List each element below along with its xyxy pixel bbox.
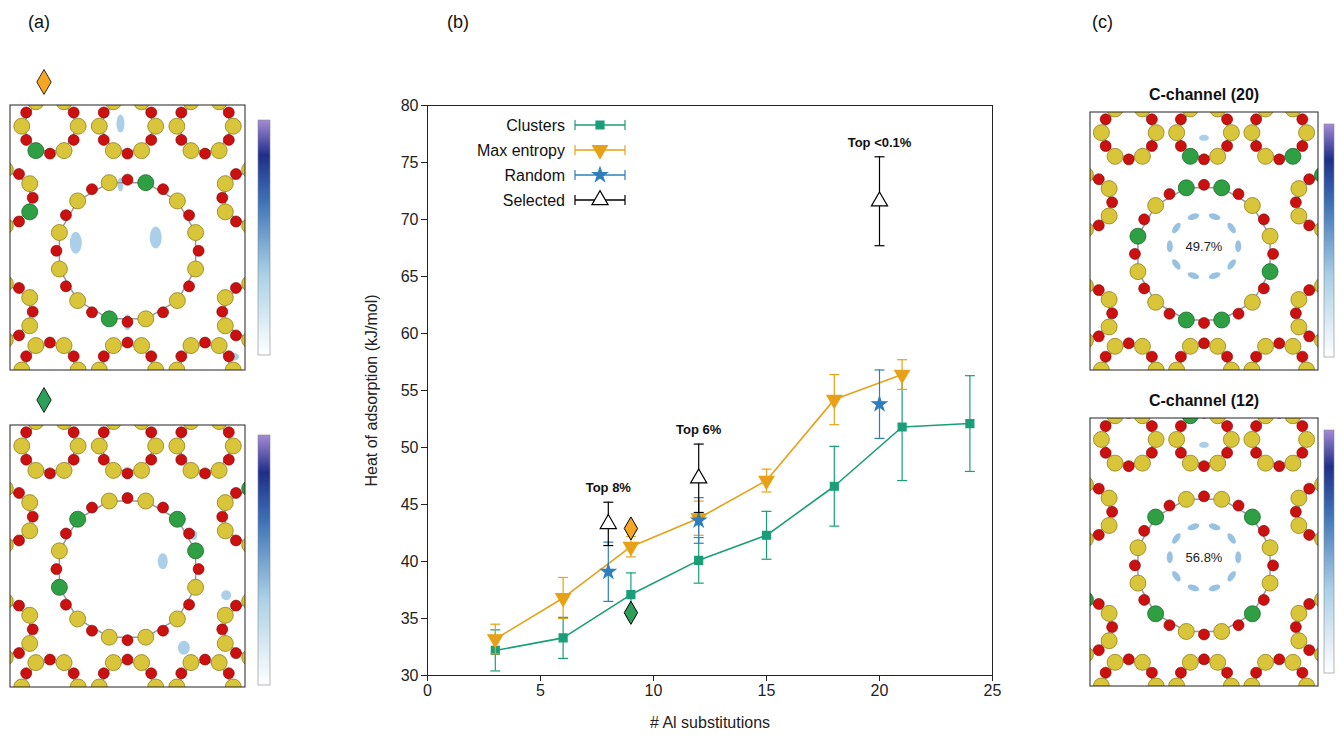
svg-text:Selected: Selected (503, 192, 565, 209)
svg-text:80: 80 (401, 97, 419, 114)
svg-text:Top 6%: Top 6% (676, 422, 722, 437)
html-text:(c): (c) (1092, 12, 1113, 32)
svg-text:55: 55 (401, 382, 419, 399)
svg-text:15: 15 (758, 682, 776, 699)
html-text:(a): (a) (28, 12, 50, 32)
svg-text:70: 70 (401, 211, 419, 228)
svg-text:30: 30 (401, 667, 419, 684)
svg-text:5: 5 (536, 682, 545, 699)
svg-text:Top <0.1%: Top <0.1% (848, 135, 912, 150)
svg-text:20: 20 (871, 682, 889, 699)
html-text:(b): (b) (447, 12, 469, 32)
svg-text:25: 25 (984, 682, 1002, 699)
svg-text:C-channel (20): C-channel (20) (1149, 86, 1259, 103)
svg-text:C-channel (12): C-channel (12) (1149, 392, 1259, 409)
svg-text:Heat of adsorption (kJ/mol): Heat of adsorption (kJ/mol) (363, 294, 380, 486)
svg-text:Top 8%: Top 8% (586, 480, 632, 495)
svg-text:75: 75 (401, 154, 419, 171)
svg-text:45: 45 (401, 496, 419, 513)
svg-text:Max entropy: Max entropy (477, 142, 565, 159)
svg-text:10: 10 (645, 682, 663, 699)
svg-text:65: 65 (401, 268, 419, 285)
svg-text:56.8%: 56.8% (1186, 550, 1223, 565)
svg-text:40: 40 (401, 553, 419, 570)
svg-text:50: 50 (401, 439, 419, 456)
svg-text:Clusters: Clusters (506, 117, 565, 134)
svg-text:35: 35 (401, 610, 419, 627)
svg-text:60: 60 (401, 325, 419, 342)
svg-text:# Al substitutions: # Al substitutions (650, 714, 770, 731)
svg-text:Random: Random (505, 167, 565, 184)
svg-text:0: 0 (423, 682, 432, 699)
svg-text:49.7%: 49.7% (1186, 239, 1223, 254)
